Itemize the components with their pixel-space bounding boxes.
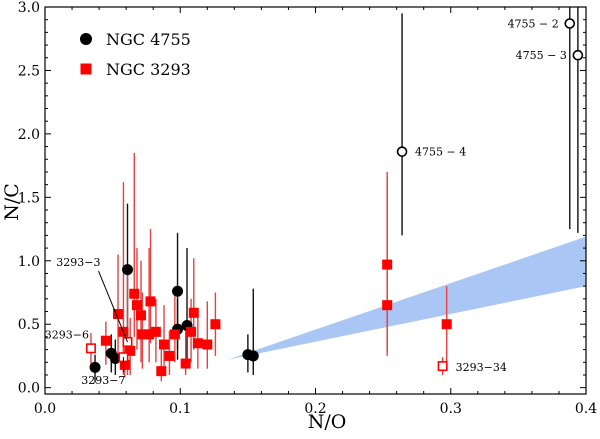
data-point-ngc3293 [145, 296, 156, 307]
y-tick-label: 0.5 [18, 317, 40, 333]
data-point-ngc3293 [144, 329, 155, 340]
data-point-ngc3293-open [437, 361, 448, 372]
data-point-ngc3293 [125, 345, 136, 356]
x-tick-label: 0.2 [304, 401, 326, 417]
y-tick-label: 0.0 [18, 381, 40, 397]
data-point-ngc4755-open [396, 146, 408, 157]
data-point-ngc4755-open [564, 18, 576, 29]
data-point-ngc3293 [113, 309, 124, 320]
data-point-ngc3293 [100, 335, 111, 346]
point-label: 3293−34 [456, 361, 507, 374]
data-point-ngc3293 [188, 307, 199, 318]
y-tick-label: 2.5 [18, 63, 40, 79]
data-point-ngc3293 [169, 329, 180, 340]
y-tick-label: 3.0 [18, 0, 40, 16]
point-label: 3293−6 [45, 328, 89, 341]
data-point-ngc3293 [136, 310, 147, 321]
data-point-ngc3293 [164, 350, 175, 361]
annotation-leader-line [98, 270, 128, 343]
y-tick-label: 1.0 [18, 254, 40, 270]
data-point-ngc3293 [202, 339, 213, 350]
x-tick-label: 0.0 [34, 401, 56, 417]
x-tick-label: 0.4 [575, 401, 597, 417]
data-point-ngc3293 [210, 319, 221, 330]
point-label: 3293−7 [81, 374, 125, 387]
data-point-ngc3293 [131, 300, 142, 311]
y-tick-label: 1.5 [18, 190, 40, 206]
point-label: 3293−3 [56, 256, 100, 269]
legend-label-ngc3293: NGC 3293 [106, 60, 191, 79]
data-point-ngc4755 [109, 352, 121, 364]
data-point-ngc3293 [159, 339, 170, 350]
point-annotations: 4755 − 4 4755 − 2 4755 − 3 3293−6 3293−3 3293… [45, 17, 567, 387]
data-point-ngc3293 [150, 326, 161, 337]
data-point-ngc3293 [180, 358, 191, 369]
data-point-ngc3293 [382, 300, 393, 311]
point-label: 4755 − 4 [415, 146, 466, 159]
y-tick-label: 2.0 [18, 127, 40, 143]
model-band [227, 236, 586, 360]
data-point-ngc4755 [89, 361, 101, 373]
legend-marker-ngc4755 [80, 33, 92, 45]
data-point-ngc3293 [119, 359, 130, 370]
y-axis-label: N/C [1, 183, 23, 221]
x-axis-label: N/O [308, 411, 347, 433]
data-point-ngc4755 [172, 285, 184, 297]
data-point-ngc4755 [247, 350, 259, 362]
x-tick-label: 0.1 [169, 401, 191, 417]
data-point-ngc3293 [186, 326, 197, 337]
data-point-ngc3293-open [85, 343, 96, 354]
data-point-ngc3293 [192, 338, 203, 349]
data-point-ngc3293 [441, 319, 452, 330]
point-label: 4755 − 2 [508, 17, 559, 30]
legend: NGC 4755 NGC 3293 [80, 30, 191, 79]
point-label: 4755 − 3 [516, 49, 567, 62]
axis-ticks: 0.0 0.1 0.2 0.3 0.4 0.0 0.5 1.0 1.5 2.0 2.5 3.0 [18, 0, 597, 417]
legend-marker-ngc3293 [80, 63, 92, 75]
data-point-ngc3293 [382, 259, 393, 270]
data-point-ngc4755 [122, 264, 134, 276]
x-tick-label: 0.3 [440, 401, 462, 417]
data-point-ngc3293 [129, 288, 140, 299]
data-point-ngc3293 [137, 329, 148, 340]
data-point-ngc3293 [156, 366, 167, 377]
legend-label-ngc4755: NGC 4755 [106, 30, 191, 49]
data-point-ngc4755-open [572, 49, 584, 61]
